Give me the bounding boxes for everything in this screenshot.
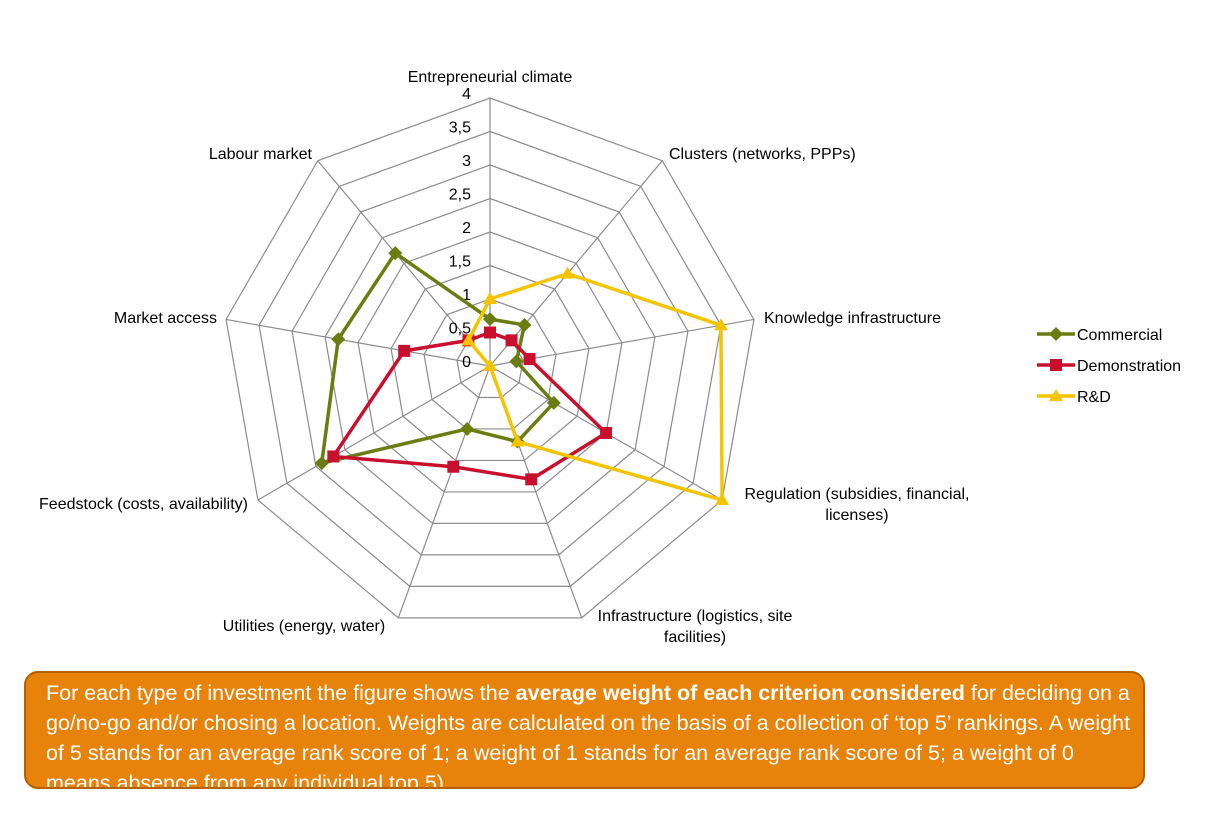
- tick-label: 1: [462, 287, 471, 304]
- data-point: [509, 354, 524, 369]
- grid-ring: [258, 130, 722, 587]
- legend-marker: [1050, 359, 1062, 371]
- legend-marker: [1049, 327, 1063, 341]
- legend-marker: [1049, 389, 1063, 401]
- radial-tick-labels: 0 0,5 1 1,5 2 2,5 3 3,5 4: [449, 86, 471, 371]
- tick-label: 3,5: [449, 120, 471, 137]
- axis-label: Regulation (subsidies, financial,: [744, 486, 969, 503]
- data-point: [483, 359, 497, 371]
- series-layer: [314, 246, 730, 505]
- tick-label: 2: [462, 220, 471, 237]
- caption-box: For each type of investment the figure s…: [24, 671, 1145, 789]
- data-point: [483, 312, 497, 327]
- tick-label: 1,5: [449, 254, 471, 271]
- data-point: [505, 334, 518, 347]
- caption-text-start: For each type of investment the figure s…: [46, 681, 516, 705]
- caption-text-end: for deciding on a go/no-go and/or chosin…: [46, 681, 1131, 789]
- grid-ring: [390, 264, 590, 462]
- axis-label: facilities): [664, 629, 726, 646]
- data-point: [398, 344, 411, 357]
- data-point: [331, 332, 346, 347]
- legend-label: Commercial: [1077, 327, 1162, 344]
- axis-label: Clusters (networks, PPPs): [669, 146, 856, 163]
- tick-label: 4: [462, 86, 471, 103]
- radar-chart: 0 0,5 1 1,5 2 2,5 3 3,5 4 Entrepreneurial climat…: [39, 69, 1181, 646]
- legend-item: Demonstration: [1037, 358, 1181, 375]
- axis-label: Utilities (energy, water): [223, 618, 385, 635]
- grid-spoke: [397, 365, 491, 619]
- caption-text-bold: average weight of each criterion conside…: [515, 681, 965, 705]
- grid-spoke: [225, 318, 491, 367]
- series-line: [331, 330, 608, 482]
- data-point: [461, 333, 476, 346]
- data-point: [510, 434, 525, 447]
- data-point: [447, 460, 460, 473]
- axis-label: Market access: [114, 310, 217, 327]
- series-r-d: [461, 266, 730, 505]
- tick-label: 0,5: [449, 321, 471, 338]
- legend-item: R&D: [1037, 389, 1111, 406]
- data-point: [314, 456, 329, 471]
- data-point: [523, 353, 536, 366]
- data-point: [327, 450, 340, 463]
- data-point: [517, 317, 532, 332]
- tick-label: 3: [462, 153, 471, 170]
- grid-spoke: [489, 160, 663, 367]
- data-point: [483, 292, 497, 304]
- axis-label: licenses): [825, 507, 888, 524]
- legend-label: R&D: [1077, 389, 1111, 406]
- grid-ring: [423, 298, 557, 430]
- grid-ring: [291, 164, 689, 556]
- series-line: [319, 251, 556, 465]
- data-point: [546, 395, 561, 410]
- legend-item: Commercial: [1037, 327, 1162, 344]
- axis-label: Knowledge infrastructure: [764, 310, 941, 327]
- data-point: [713, 318, 728, 331]
- axis-label: Infrastructure (logistics, site: [598, 608, 793, 625]
- series-demonstration: [327, 326, 613, 486]
- legend-label: Demonstration: [1077, 358, 1181, 375]
- axis-label: Feedstock (costs, availability): [39, 496, 248, 513]
- grid-ring: [357, 231, 623, 493]
- axis-label: Entrepreneurial climate: [408, 69, 573, 86]
- grid-spoke: [257, 365, 491, 501]
- data-point: [388, 246, 403, 261]
- axis-labels: Entrepreneurial climate Clusters (network…: [39, 69, 969, 646]
- grid-ring: [225, 97, 755, 619]
- series-line: [466, 271, 724, 502]
- data-point: [600, 427, 613, 439]
- data-point: [484, 326, 496, 339]
- radar-grid: [225, 97, 755, 619]
- tick-label: 2,5: [449, 187, 471, 204]
- grid-ring: [324, 197, 656, 524]
- legend: Commercial Demonstration R&D: [1037, 327, 1181, 406]
- tick-label: 0: [462, 354, 471, 371]
- grid-spoke: [317, 160, 491, 367]
- data-point: [525, 473, 538, 486]
- data-point: [715, 493, 730, 505]
- axis-label: Labour market: [209, 146, 313, 163]
- data-point: [560, 266, 575, 279]
- data-point: [460, 421, 475, 436]
